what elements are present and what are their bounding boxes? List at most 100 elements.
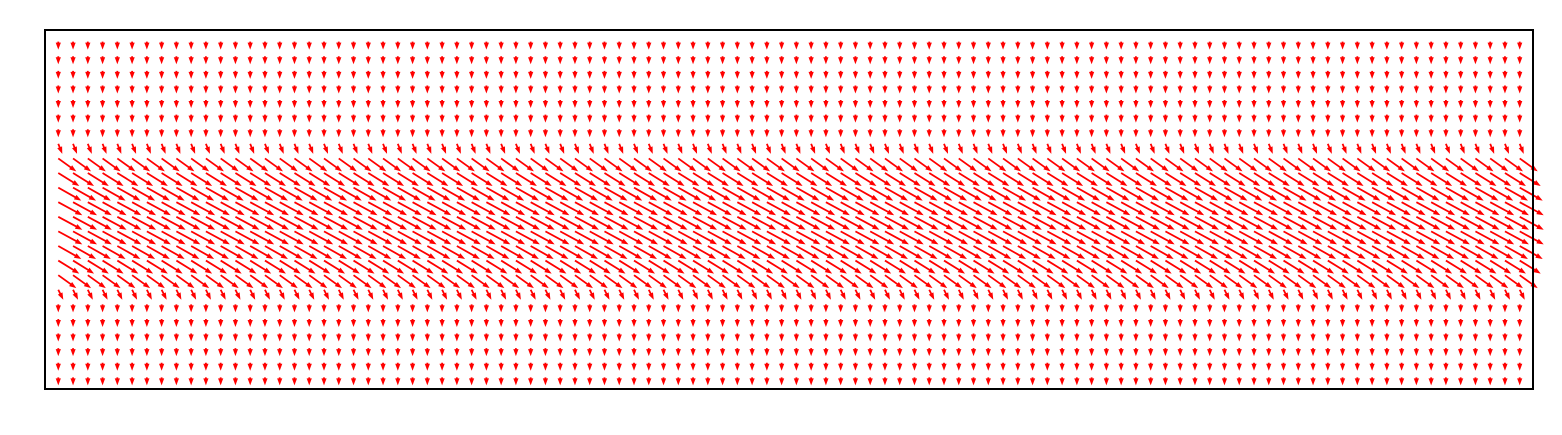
arrow	[779, 333, 785, 342]
arrow	[232, 362, 239, 371]
arrow	[970, 56, 977, 65]
arrow	[1059, 377, 1065, 386]
arrow	[1399, 318, 1405, 327]
arrow	[528, 362, 534, 371]
arrow	[897, 41, 903, 50]
arrow	[1458, 85, 1464, 94]
arrow	[1430, 157, 1450, 172]
arrow	[1000, 56, 1006, 65]
arrow	[144, 377, 150, 386]
arrow	[675, 70, 681, 79]
arrow	[1105, 245, 1130, 259]
arrow	[1472, 304, 1479, 313]
arrow	[603, 289, 610, 300]
arrow	[1236, 362, 1242, 371]
arrow	[262, 100, 268, 109]
arrow	[1487, 41, 1493, 50]
arrow	[1413, 333, 1419, 342]
arrow	[587, 318, 593, 327]
arrow	[601, 85, 608, 94]
arrow	[1280, 318, 1287, 327]
arrow	[247, 70, 253, 79]
arrow	[395, 70, 401, 79]
arrow	[1283, 186, 1307, 201]
arrow	[970, 318, 977, 327]
arrow	[1164, 245, 1189, 259]
arrow	[764, 318, 770, 327]
arrow	[1061, 230, 1087, 245]
arrow	[101, 289, 108, 300]
arrow	[411, 143, 417, 154]
arrow	[485, 172, 508, 187]
arrow	[911, 348, 918, 357]
arrow	[1267, 143, 1273, 154]
arrow	[941, 129, 947, 138]
arrow	[572, 70, 578, 79]
arrow	[559, 245, 584, 259]
arrow	[705, 377, 711, 386]
arrow	[1401, 216, 1426, 230]
arrow	[779, 100, 785, 109]
arrow	[1283, 259, 1305, 274]
arrow	[795, 172, 818, 187]
arrow	[234, 172, 257, 187]
arrow	[1283, 157, 1302, 172]
arrow	[291, 129, 298, 138]
arrow	[557, 129, 563, 138]
arrow	[336, 41, 342, 50]
arrow	[1120, 289, 1127, 300]
arrow	[632, 143, 638, 154]
arrow	[1325, 114, 1331, 123]
arrow	[616, 333, 622, 342]
arrow	[808, 129, 814, 138]
arrow	[722, 259, 744, 274]
arrow	[1399, 56, 1405, 65]
arrow	[1339, 318, 1346, 327]
arrow	[618, 143, 624, 154]
arrow	[306, 348, 312, 357]
arrow	[913, 289, 920, 300]
arrow	[291, 348, 298, 357]
arrow	[426, 186, 451, 201]
arrow	[114, 41, 120, 50]
arrow	[1295, 41, 1301, 50]
arrow	[1474, 172, 1497, 187]
arrow	[1445, 289, 1451, 300]
arrow	[633, 172, 655, 187]
arrow	[855, 201, 880, 216]
arrow	[825, 274, 844, 289]
arrow	[188, 85, 194, 94]
arrow	[1221, 348, 1228, 357]
arrow	[1502, 129, 1508, 138]
arrow	[70, 41, 76, 50]
arrow	[1177, 129, 1183, 138]
arrow	[144, 318, 150, 327]
arrow	[218, 100, 224, 109]
arrow	[409, 70, 416, 79]
arrow	[1384, 304, 1390, 313]
arrow	[323, 274, 342, 289]
arrow	[99, 348, 106, 357]
arrow	[1339, 304, 1346, 313]
arrow	[943, 274, 962, 289]
arrow	[1120, 157, 1140, 172]
arrow	[439, 348, 445, 357]
arrow	[987, 172, 1010, 187]
arrow	[1059, 304, 1065, 313]
arrow	[1430, 143, 1436, 154]
arrow	[262, 377, 268, 386]
arrow	[1236, 41, 1242, 50]
arrow	[943, 201, 968, 216]
arrow	[424, 129, 430, 138]
arrow	[1236, 70, 1242, 79]
arrow	[380, 348, 386, 357]
arrow	[1460, 157, 1479, 172]
arrow	[973, 186, 997, 201]
arrow	[1297, 143, 1303, 154]
arrow	[616, 348, 622, 357]
arrow	[722, 201, 747, 216]
arrow	[589, 245, 613, 259]
arrow	[1251, 114, 1257, 123]
arrow	[1266, 377, 1272, 386]
arrow	[707, 245, 731, 259]
